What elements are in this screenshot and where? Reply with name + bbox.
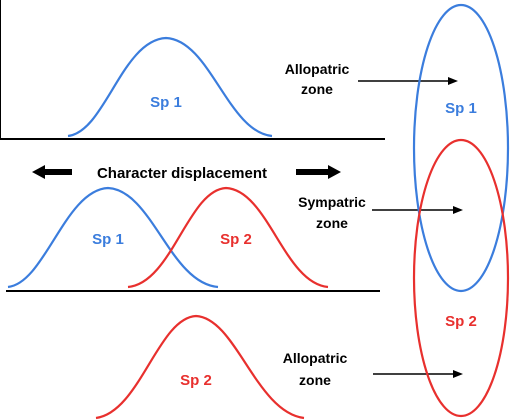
sp2-middle-curve-label: Sp 2 xyxy=(220,231,252,248)
character-displacement-heading: Character displacement xyxy=(97,165,267,182)
arrow-right-icon xyxy=(296,165,341,179)
sp2-range-label: Sp 2 xyxy=(445,313,477,330)
top-zone-label-line1: Allopatric xyxy=(285,61,350,77)
sp1-sympatric-curve xyxy=(7,186,219,289)
arrow-left-icon xyxy=(32,165,72,179)
sp2-allopatric-curve xyxy=(95,314,305,420)
sp1-middle-curve-label: Sp 1 xyxy=(92,231,124,248)
top-zone-label-line2: zone xyxy=(301,81,333,97)
middle-zone-label-line2: zone xyxy=(316,215,348,231)
bottom-zone-label-line2: zone xyxy=(299,372,331,388)
sp1-range-label: Sp 1 xyxy=(445,100,477,117)
bottom-zone-label-line1: Allopatric xyxy=(283,350,348,366)
sp1-range-ellipse xyxy=(412,3,510,293)
middle-zone-label-line1: Sympatric xyxy=(298,194,366,210)
sp2-range-ellipse xyxy=(412,138,510,418)
sp2-bottom-curve-label: Sp 2 xyxy=(180,372,212,389)
top-zone-arrow xyxy=(358,77,458,85)
sp1-allopatric-curve xyxy=(67,36,273,138)
bottom-zone-arrow xyxy=(373,370,463,378)
sp2-sympatric-curve xyxy=(127,186,329,289)
middle-zone-arrow xyxy=(372,206,463,214)
sp1-top-curve-label: Sp 1 xyxy=(150,94,182,111)
